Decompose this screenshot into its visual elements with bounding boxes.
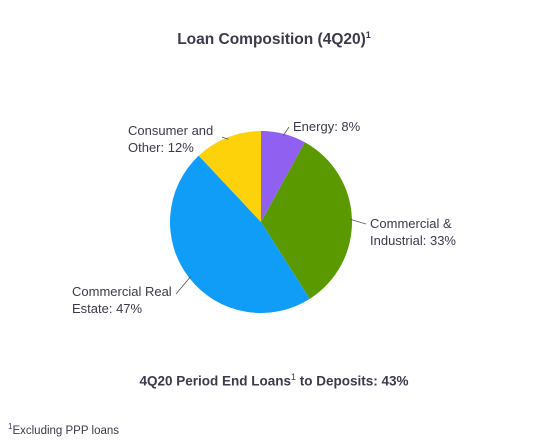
leader-line-energy xyxy=(282,126,290,137)
slice-label-energy: Energy: 8% xyxy=(293,119,361,134)
footnote-text: Excluding PPP loans xyxy=(12,424,120,437)
metric-footnote-marker: 1 xyxy=(291,372,297,382)
title-footnote-marker: 1 xyxy=(365,30,371,40)
loans-to-deposits-metric: 4Q20 Period End Loans1 to Deposits: 43% xyxy=(0,372,548,389)
pie-slice-energy xyxy=(261,131,305,222)
pie-slice-commercial-real-estate xyxy=(170,155,310,313)
slice-label-commercial-real-estate: Commercial Real Estate: 47% xyxy=(72,284,172,316)
metric-prefix: 4Q20 Period End Loans xyxy=(139,373,291,389)
chart-title-text: Loan Composition (4Q20) xyxy=(177,31,366,49)
slice-label-consumer-other: Consumer and Other: 12% xyxy=(128,123,213,155)
footnote: 1Excluding PPP loans xyxy=(8,422,119,437)
slice-label-commercial-industrial: Commercial & Industrial: 33% xyxy=(370,216,456,248)
leader-line-commercial-real-estate xyxy=(175,276,191,295)
pie-slice-consumer-other xyxy=(198,131,261,222)
leader-line-commercial-industrial xyxy=(349,218,367,225)
chart-title: Loan Composition (4Q20)1 xyxy=(0,30,548,49)
leader-line-consumer-other xyxy=(221,136,229,140)
pie-slice-commercial-industrial xyxy=(261,142,352,299)
metric-suffix: to Deposits: 43% xyxy=(296,373,409,389)
footnote-marker: 1 xyxy=(8,422,13,431)
